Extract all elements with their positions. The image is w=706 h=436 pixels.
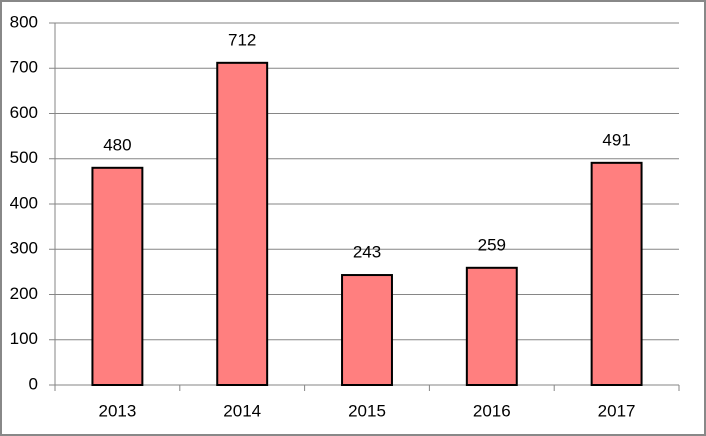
bar [216, 61, 269, 386]
y-tick-label: 200 [10, 284, 38, 303]
y-tick-label: 100 [10, 329, 38, 348]
y-tick-label: 700 [10, 58, 38, 77]
y-tick-label: 600 [10, 103, 38, 122]
bar [590, 161, 643, 386]
y-tick-label: 0 [29, 374, 38, 393]
x-tick-label: 2017 [598, 401, 636, 420]
y-tick-label: 500 [10, 148, 38, 167]
data-label: 480 [103, 135, 131, 154]
x-tick-label: 2015 [348, 401, 386, 420]
data-label: 712 [228, 30, 256, 49]
x-tick-label: 2013 [98, 401, 136, 420]
y-tick-label: 300 [10, 239, 38, 258]
y-tick-label: 400 [10, 193, 38, 212]
data-label: 243 [353, 243, 381, 262]
x-tick-label: 2016 [473, 401, 511, 420]
y-tick-label: 800 [10, 12, 38, 31]
bar [465, 266, 518, 386]
bar [341, 274, 393, 387]
data-label: 491 [602, 130, 630, 149]
x-tick-label: 2014 [223, 401, 261, 420]
bar [91, 166, 144, 386]
data-label: 259 [478, 235, 506, 254]
